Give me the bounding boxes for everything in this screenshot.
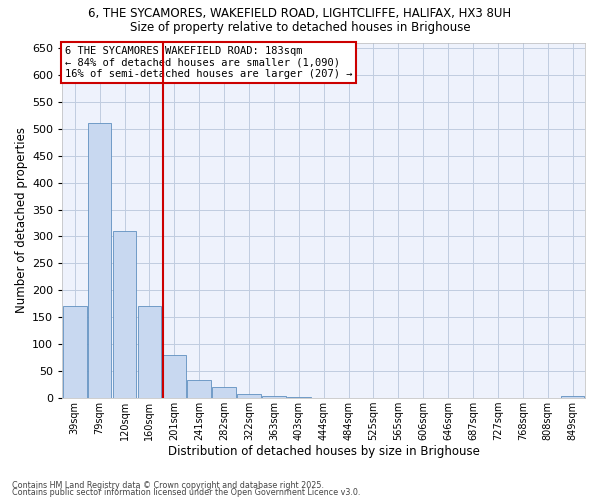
Bar xyxy=(287,397,311,398)
Bar xyxy=(561,396,584,398)
Text: Contains public sector information licensed under the Open Government Licence v3: Contains public sector information licen… xyxy=(12,488,361,497)
Bar xyxy=(63,306,86,398)
Bar xyxy=(187,380,211,398)
Text: 6, THE SYCAMORES, WAKEFIELD ROAD, LIGHTCLIFFE, HALIFAX, HX3 8UH: 6, THE SYCAMORES, WAKEFIELD ROAD, LIGHTC… xyxy=(88,8,512,20)
Bar xyxy=(237,394,261,398)
Bar xyxy=(137,306,161,398)
Bar xyxy=(88,124,112,398)
Bar xyxy=(113,231,136,398)
Bar xyxy=(262,396,286,398)
Text: 6 THE SYCAMORES WAKEFIELD ROAD: 183sqm
← 84% of detached houses are smaller (1,0: 6 THE SYCAMORES WAKEFIELD ROAD: 183sqm ←… xyxy=(65,46,352,80)
X-axis label: Distribution of detached houses by size in Brighouse: Distribution of detached houses by size … xyxy=(168,444,479,458)
Bar xyxy=(212,388,236,398)
Bar xyxy=(163,355,186,398)
Text: Contains HM Land Registry data © Crown copyright and database right 2025.: Contains HM Land Registry data © Crown c… xyxy=(12,480,324,490)
Y-axis label: Number of detached properties: Number of detached properties xyxy=(15,128,28,314)
Text: Size of property relative to detached houses in Brighouse: Size of property relative to detached ho… xyxy=(130,21,470,34)
